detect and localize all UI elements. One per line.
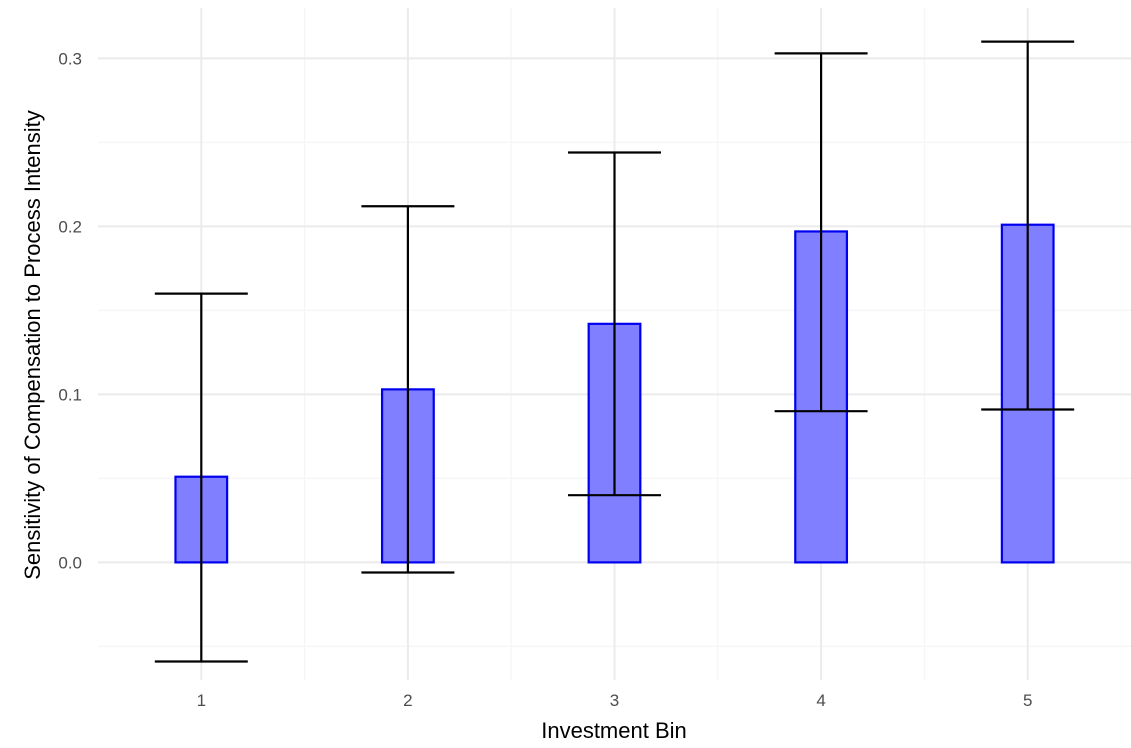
x-axis-ticks: 1 2 3 4 5 [197,691,1033,710]
y-tick-label: 0.0 [58,553,82,572]
error-bars [154,40,1075,663]
x-tick-label: 4 [816,691,825,710]
y-axis-title: Sensitivity of Compensation to Process I… [20,110,45,580]
error-bar-2 [361,205,455,574]
x-axis-title: Investment Bin [541,718,687,743]
x-tick-label: 3 [610,691,619,710]
error-bar-1 [154,292,248,663]
error-bar-4 [774,52,868,413]
y-tick-label: 0.2 [58,217,82,236]
x-tick-label: 2 [403,691,412,710]
error-bar-3 [568,151,661,497]
x-tick-label: 1 [197,691,206,710]
x-tick-label: 5 [1023,691,1032,710]
y-tick-label: 0.1 [58,385,82,404]
y-axis-ticks: 0.0 0.1 0.2 0.3 [58,49,82,572]
error-bar-5 [981,40,1075,411]
y-tick-label: 0.3 [58,49,82,68]
